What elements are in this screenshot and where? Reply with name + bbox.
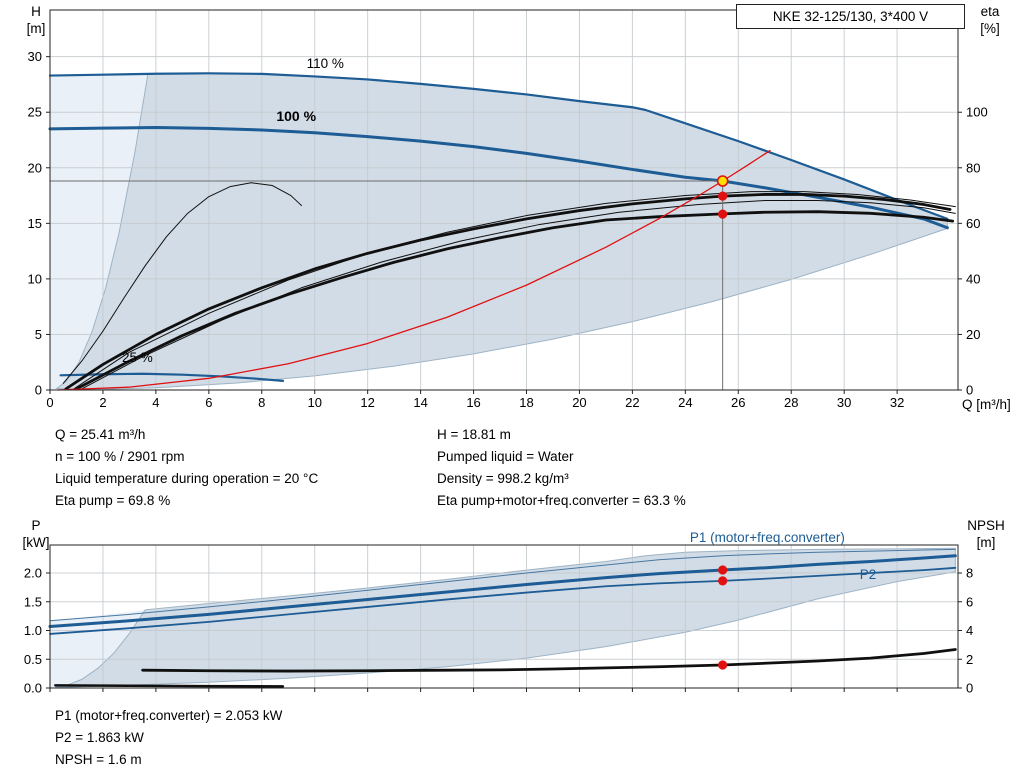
operating-envelope (55, 72, 948, 391)
efficiency-curve-thin-2 (73, 191, 956, 390)
y-left-tick-label: 25 (28, 105, 42, 120)
npsh-axis-symbol: NPSH (967, 518, 1005, 533)
detail-line-q: Q = 25.41 m³/h (55, 427, 146, 442)
x-tick-label: 12 (360, 395, 374, 410)
detail-line-liquid: Pumped liquid = Water (437, 449, 574, 464)
p-axis-unit: [kW] (22, 535, 50, 550)
efficiency-curve-thin-3 (81, 200, 956, 390)
npsh-axis-unit: [m] (976, 535, 996, 550)
detail-line-p2: P2 = 1.863 kW (55, 730, 144, 745)
npsh-duty-marker (718, 660, 728, 670)
efficiency-curve-thin-arc (62, 182, 302, 384)
x-tick-label: 30 (837, 395, 851, 410)
allowed-range-light (50, 73, 148, 390)
q-axis-title: Q [m³/h] (962, 397, 1011, 412)
x-tick-label: 6 (205, 395, 212, 410)
eta-total-marker (718, 209, 728, 219)
y-left-tick-label: 1.5 (24, 594, 42, 609)
npsh-low-flow-segment (54, 684, 285, 688)
npsh-curve (141, 648, 957, 673)
x-tick-label: 26 (731, 395, 745, 410)
p2-duty-marker (718, 576, 728, 586)
y-left-tick-label: 5 (35, 327, 42, 342)
y-left-tick-label: 10 (28, 271, 42, 286)
efficiency-curve-pump-b (75, 210, 955, 391)
y-left-tick-label: 20 (28, 160, 42, 175)
h-axis-unit: [m] (26, 21, 46, 36)
y-right-tick-label: 20 (966, 327, 980, 342)
curve-label: 100 % (276, 108, 316, 124)
x-tick-label: 32 (890, 395, 904, 410)
y-right-tick-label: 2 (966, 652, 973, 667)
x-tick-label: 16 (466, 395, 480, 410)
x-tick-label: 14 (413, 395, 427, 410)
p-axis-symbol: P (31, 518, 41, 533)
y-right-tick-label: 4 (966, 623, 973, 638)
plot-frame (49, 544, 959, 689)
y-right-tick-label: 40 (966, 271, 980, 286)
y-right-tick-label: 8 (966, 566, 973, 581)
pump-model-badge: NKE 32-125/130, 3*400 V (736, 4, 965, 29)
detail-line-head: H = 18.81 m (437, 427, 511, 442)
power-details: P1 (motor+freq.converter) = 2.053 kW P2 … (55, 705, 282, 771)
h-axis-symbol: H (31, 4, 41, 19)
x-tick-label: 10 (307, 395, 321, 410)
p2-curve (49, 566, 957, 635)
curve-label: 110 % (307, 56, 344, 71)
detail-line-npsh: NPSH = 1.6 m (55, 752, 142, 767)
y-left-tick-label: 0 (35, 383, 42, 398)
x-tick-label: 2 (99, 395, 106, 410)
x-tick-label: 24 (678, 395, 692, 410)
npsh-axis-title: NPSH [m] (954, 517, 1018, 551)
y-right-tick-label: 0 (966, 681, 973, 696)
efficiency-curve-pump-a (64, 193, 952, 391)
y-right-tick-label: 100 (966, 105, 988, 120)
p-axis-title: P [kW] (14, 517, 58, 551)
detail-line-speed: n = 100 % / 2901 rpm (55, 449, 185, 464)
x-tick-label: 0 (46, 395, 53, 410)
x-tick-label: 8 (258, 395, 265, 410)
x-tick-label: 28 (784, 395, 798, 410)
y-left-tick-label: 15 (28, 216, 42, 231)
duty-details-left: Q = 25.41 m³/h n = 100 % / 2901 rpm Liqu… (55, 424, 318, 512)
speed-curve-100 (48, 126, 949, 230)
y-right-tick-label: 6 (966, 594, 973, 609)
y-right-tick-label: 80 (966, 160, 980, 175)
y-left-tick-label: 0.5 (24, 652, 42, 667)
eta-axis-title: eta [%] (962, 3, 1018, 37)
curve-label: P1 (motor+freq.converter) (690, 530, 845, 545)
plot-frame (49, 9, 959, 391)
detail-line-density: Density = 998.2 kg/m³ (437, 471, 569, 486)
detail-line-p1: P1 (motor+freq.converter) = 2.053 kW (55, 708, 283, 723)
h-axis-title: H [m] (14, 3, 58, 37)
p1-upper-bound (49, 548, 956, 622)
detail-line-eta-total: Eta pump+motor+freq.converter = 63.3 % (437, 493, 686, 508)
y-right-tick-label: 0 (966, 383, 973, 398)
x-tick-label: 20 (572, 395, 586, 410)
duty-details-right: H = 18.81 m Pumped liquid = Water Densit… (437, 424, 686, 512)
eta-axis-unit: [%] (980, 21, 1000, 36)
x-tick-label: 18 (519, 395, 533, 410)
p1-curve (48, 554, 957, 628)
power-envelope (55, 547, 956, 688)
x-tick-label: 22 (625, 395, 639, 410)
y-left-tick-label: 1.0 (24, 623, 42, 638)
speed-curve-110 (48, 72, 949, 220)
p1-duty-marker (718, 565, 728, 575)
curve-label: 25 % (122, 350, 153, 365)
curve-label: P2 (860, 567, 877, 582)
detail-line-temperature: Liquid temperature during operation = 20… (55, 471, 319, 486)
y-left-tick-label: 0.0 (24, 681, 42, 696)
eta-pump-marker (718, 191, 728, 201)
y-left-tick-label: 30 (28, 49, 42, 64)
eta-axis-symbol: eta (980, 4, 1000, 19)
detail-line-eta-pump: Eta pump = 69.8 % (55, 493, 171, 508)
x-tick-label: 4 (152, 395, 159, 410)
duty-point-marker (716, 175, 729, 187)
y-right-tick-label: 60 (966, 216, 980, 231)
y-left-tick-label: 2.0 (24, 566, 42, 581)
